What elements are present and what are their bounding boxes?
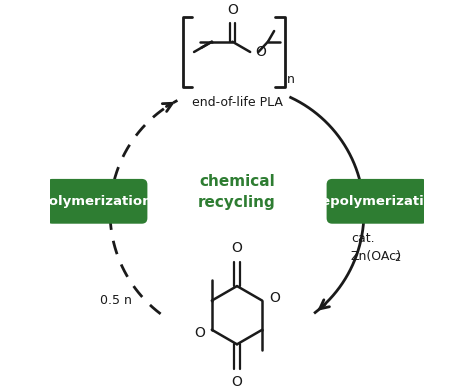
Text: end-of-life PLA: end-of-life PLA bbox=[191, 96, 283, 109]
FancyBboxPatch shape bbox=[327, 179, 428, 224]
FancyBboxPatch shape bbox=[46, 179, 147, 224]
Text: Polymerization: Polymerization bbox=[40, 195, 152, 208]
Text: O: O bbox=[269, 291, 280, 305]
Text: O: O bbox=[227, 2, 238, 16]
Text: O: O bbox=[194, 326, 205, 340]
Text: O: O bbox=[232, 241, 242, 255]
Text: O: O bbox=[255, 45, 266, 59]
Text: n: n bbox=[287, 73, 294, 86]
Text: 2: 2 bbox=[394, 253, 400, 264]
Text: cat.
Zn(OAc): cat. Zn(OAc) bbox=[351, 233, 402, 264]
Text: 0.5 n: 0.5 n bbox=[100, 294, 132, 307]
Text: O: O bbox=[232, 375, 242, 389]
Text: chemical
recycling: chemical recycling bbox=[198, 174, 276, 210]
Text: Depolymerization: Depolymerization bbox=[311, 195, 443, 208]
